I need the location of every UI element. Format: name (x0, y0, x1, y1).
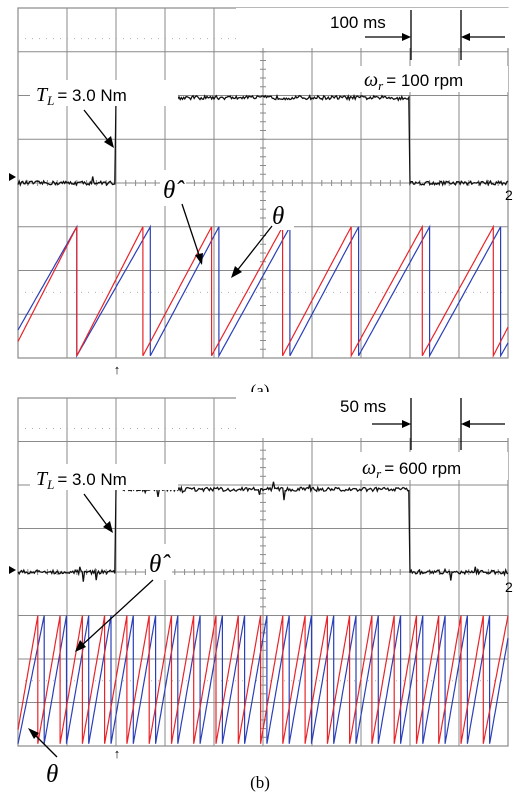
time-marker-arrowhead-left-a (402, 33, 411, 41)
caption-b: (b) (250, 773, 270, 792)
torque-label-bg-b (30, 464, 178, 490)
ground-marker-a (9, 173, 16, 181)
torque-value-b: = 3.0 Nm (57, 470, 126, 489)
torque-label-b: TL = 3.0 Nm (36, 468, 127, 492)
torque-symbol-b: T (36, 468, 49, 490)
time-marker-arrowhead-right-b (461, 420, 470, 428)
torque-pointer-b (83, 493, 110, 529)
position-traces-b (17, 615, 509, 744)
torque-trace-b (17, 481, 509, 582)
torque-subscript-a: L (46, 93, 54, 108)
channel-marker-a: 2 (505, 187, 513, 203)
speed-symbol-a: ω (364, 69, 378, 91)
speed-value-a: = 100 rpm (386, 71, 463, 90)
trigger-marker-a: ↑ (114, 362, 121, 377)
theta-pointer-head-b (28, 728, 39, 739)
torque-pointer-head-a (104, 136, 114, 148)
speed-symbol-b: ω (362, 457, 376, 479)
torque-trace-a (17, 89, 509, 187)
theta-label-b: θ (46, 761, 58, 788)
torque-label-bg-a (30, 80, 178, 106)
speed-subscript-b: r (376, 466, 382, 481)
theta-pointer-b (32, 732, 58, 758)
estimated-position-trace-a (17, 224, 509, 359)
trigger-marker-b: ↑ (114, 746, 121, 761)
speed-label-bg-b (358, 452, 508, 480)
time-marker-bg-a (236, 8, 519, 48)
torque-label-a: TL = 3.0 Nm (36, 84, 127, 108)
speed-label-b: ωr = 600 rpm (362, 457, 461, 481)
panel-b: 50 ms ωr = 600 rpm TL = 3.0 Nm θ̂ θ ↑ 2 (b… (9, 392, 519, 792)
torque-symbol-a: T (36, 84, 49, 106)
time-marker-label-b: 50 ms (340, 397, 386, 416)
theta-hat-label-bg-a (160, 170, 186, 206)
theta-hat-pointer-b (79, 579, 154, 648)
theta-hat-label-bg-b (146, 544, 172, 580)
ground-marker-b (9, 566, 16, 574)
estimated-position-trace-b (17, 615, 509, 744)
theta-hat-pointer-head-a (195, 253, 203, 265)
theta-pointer-head-a (231, 266, 242, 278)
speed-value-b: = 600 rpm (384, 459, 461, 478)
actual-position-trace-a (17, 224, 509, 359)
channel-marker-b: 2 (505, 579, 513, 595)
torque-pointer-a (83, 109, 111, 144)
speed-subscript-a: r (378, 78, 384, 93)
time-marker-bg-b (236, 392, 519, 438)
panel-a: 100 ms ωr = 100 rpm TL = 3.0 Nm θ̂ θ ↑ 2 (… (9, 7, 519, 400)
torque-pointer-head-b (103, 521, 113, 533)
time-marker-label-a: 100 ms (330, 13, 386, 32)
theta-label-a: θ (272, 203, 284, 230)
theta-pointer-a (235, 225, 273, 273)
time-marker-arrowhead-right-a (461, 33, 470, 41)
speed-label-a: ωr = 100 rpm (364, 69, 463, 93)
theta-hat-pointer-a (181, 203, 201, 259)
torque-value-a: = 3.0 Nm (57, 86, 126, 105)
torque-subscript-b: L (46, 477, 54, 492)
theta-hat-pointer-head-b (75, 640, 86, 652)
theta-label-bg-a (268, 198, 294, 230)
time-marker-arrowhead-left-b (402, 420, 411, 428)
speed-label-bg-a (358, 66, 508, 92)
position-traces-a (17, 224, 509, 359)
actual-position-trace-b (17, 615, 509, 744)
